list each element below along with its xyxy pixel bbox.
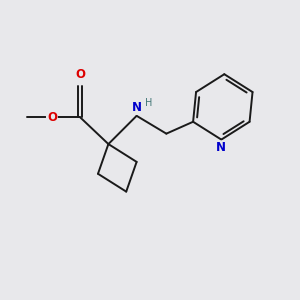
Text: H: H bbox=[145, 98, 152, 108]
Text: O: O bbox=[75, 68, 85, 81]
Text: N: N bbox=[216, 141, 226, 154]
Text: O: O bbox=[47, 111, 57, 124]
Text: N: N bbox=[132, 101, 142, 114]
